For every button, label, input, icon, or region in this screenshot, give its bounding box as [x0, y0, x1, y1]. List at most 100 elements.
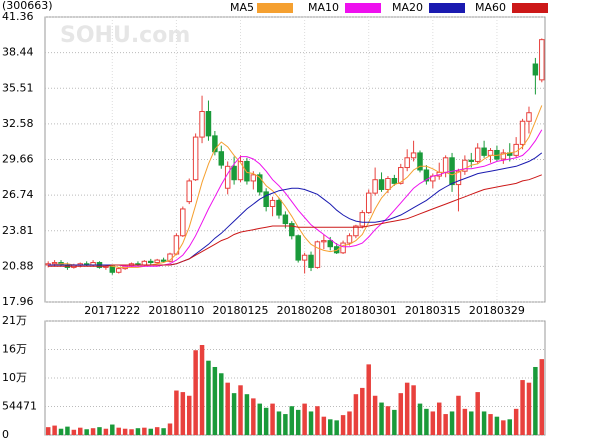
- y-tick-label: 41.36: [2, 10, 34, 23]
- volume-bar: [206, 360, 211, 435]
- candle-body: [359, 212, 366, 227]
- volume-bar: [161, 428, 166, 435]
- candle-body: [51, 262, 58, 265]
- volume-tick-label: 54471: [2, 400, 37, 413]
- x-tick-label: 20180110: [148, 304, 204, 317]
- volume-bar: [97, 427, 102, 435]
- candle-body: [205, 111, 212, 137]
- volume-tick-label: 0: [2, 428, 9, 440]
- volume-bar: [462, 408, 468, 435]
- volume-bar: [283, 414, 288, 435]
- candle-body: [231, 165, 237, 181]
- watermark: SOHU.com: [60, 23, 190, 48]
- volume-bar: [302, 403, 307, 435]
- candle-body: [314, 241, 321, 268]
- candle-body: [385, 178, 391, 190]
- candle-body: [398, 167, 404, 184]
- volume-bar: [84, 429, 89, 435]
- volume-bar: [142, 427, 147, 435]
- volume-tick-label: 16万: [2, 343, 27, 356]
- x-tick-label: 20180125: [213, 304, 269, 317]
- volume-bar: [116, 427, 121, 435]
- legend-label: MA20: [392, 1, 423, 14]
- ma-line: [48, 105, 543, 268]
- volume-bar: [263, 407, 269, 435]
- candle-body: [532, 63, 539, 76]
- y-tick-label: 38.44: [2, 46, 34, 59]
- candle-body: [269, 199, 276, 208]
- volume-bar: [469, 411, 474, 435]
- volume-bar: [122, 428, 128, 435]
- volume-bar: [174, 390, 179, 435]
- candle-body: [372, 179, 378, 194]
- candle-body: [308, 254, 314, 268]
- candle-body: [276, 199, 282, 216]
- volume-bar: [308, 411, 314, 435]
- volume-bar: [225, 382, 230, 435]
- ma-line: [48, 152, 543, 266]
- candle-body: [519, 120, 526, 145]
- volume-bar: [494, 416, 500, 435]
- volume-bar: [533, 366, 538, 435]
- volume-bar: [251, 398, 256, 435]
- volume-bar: [430, 411, 436, 435]
- volume-tick-label: 21万: [2, 314, 27, 327]
- legend-swatch: [345, 3, 381, 13]
- volume-bar: [58, 428, 64, 435]
- candle-body: [192, 136, 199, 181]
- volume-bar: [244, 394, 250, 435]
- volume-bar: [353, 394, 359, 435]
- y-tick-label: 32.58: [2, 117, 34, 130]
- y-tick-label: 17.96: [2, 295, 34, 308]
- candle-body: [327, 240, 333, 248]
- candle-body: [468, 159, 475, 162]
- y-tick-label: 23.81: [2, 224, 34, 237]
- volume-bar: [45, 427, 51, 435]
- volume-bar: [71, 429, 77, 435]
- candle-body: [340, 242, 346, 254]
- candle-body: [378, 179, 385, 190]
- volume-bar: [513, 408, 519, 435]
- candle-body: [160, 259, 167, 262]
- legend-label: MA60: [475, 1, 506, 14]
- volume-bar: [526, 382, 532, 435]
- volume-bar: [436, 402, 442, 435]
- volume-bar: [276, 411, 282, 435]
- candle-body: [282, 214, 289, 225]
- y-tick-label: 26.74: [2, 188, 34, 201]
- candle-body: [301, 254, 308, 261]
- candle-body: [154, 259, 160, 264]
- volume-bar: [103, 428, 109, 435]
- candle-body: [244, 160, 250, 182]
- candle-body: [295, 235, 301, 261]
- candle-body: [442, 157, 449, 173]
- stock-code: (300663): [2, 0, 53, 12]
- x-tick-label: 20171222: [84, 304, 140, 317]
- ma-line: [48, 174, 542, 267]
- ma-line: [48, 129, 543, 267]
- candle-body: [391, 178, 398, 184]
- volume-bar: [539, 359, 545, 435]
- x-tick-label: 20180329: [469, 304, 525, 317]
- volume-bar: [481, 411, 487, 435]
- volume-bar: [520, 380, 525, 435]
- candle-body: [141, 260, 148, 266]
- volume-tick-label: 10万: [2, 371, 27, 384]
- volume-bar: [456, 395, 461, 435]
- candle-body: [526, 112, 532, 122]
- x-tick-label: 20180301: [341, 304, 397, 317]
- candle-body: [404, 157, 410, 169]
- candle-body: [333, 246, 340, 254]
- candle-body: [115, 268, 122, 273]
- volume-bar: [257, 403, 262, 435]
- volume-bar: [52, 425, 57, 435]
- volume-bar: [148, 428, 154, 435]
- volume-bar: [328, 419, 333, 435]
- volume-bar: [65, 426, 70, 435]
- candle-body: [423, 169, 430, 182]
- legend-swatch: [257, 3, 293, 13]
- volume-bar: [360, 387, 365, 435]
- volume-bar: [347, 411, 352, 435]
